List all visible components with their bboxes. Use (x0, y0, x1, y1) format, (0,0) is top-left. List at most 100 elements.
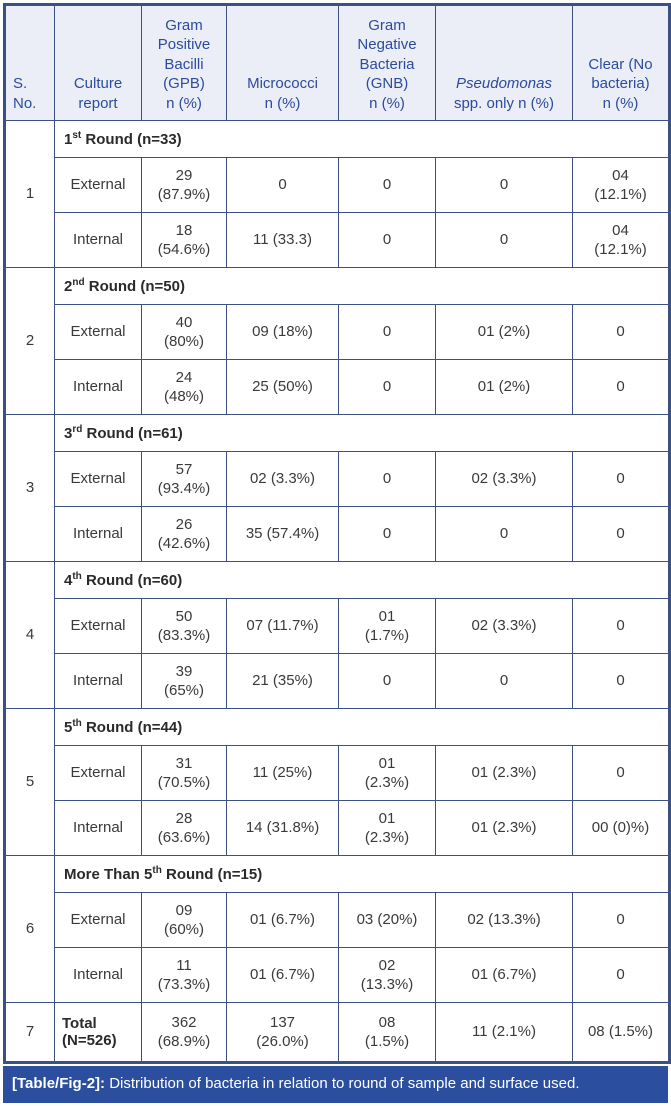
gpb-value: 39 (65%) (141, 653, 227, 709)
round-ordinal: th (72, 571, 82, 582)
gnb-value: 0 (338, 304, 436, 360)
clear-value: 0 (572, 359, 670, 415)
total-row: 7 Total (N=526) 362 (68.9%) 137 (26.0%) … (4, 1002, 670, 1063)
gnb-value: 01 (2.3%) (338, 800, 436, 856)
round-ordinal: rd (72, 424, 83, 435)
surface-label: Internal (54, 359, 142, 415)
round-3-header-row: 3 3rd Round (n=61) (4, 414, 670, 562)
round-title: 3rd Round (n=61) (54, 414, 670, 452)
gpb-value: 09 (60%) (141, 892, 227, 948)
surface-label: External (54, 892, 142, 948)
micrococci-value: 11 (25%) (226, 745, 339, 801)
clear-value: 0 (572, 304, 670, 360)
pseudomonas-value: 02 (13.3%) (435, 892, 573, 948)
col-header-gnb: Gram Negative Bacteria (GNB) n (%) (338, 4, 436, 121)
gpb-value: 26 (42.6%) (141, 506, 227, 562)
table-row: External 40 (80%) 09 (18%) 0 01 (2%) 0 (5, 304, 670, 360)
round-rest: Round (n=50) (84, 278, 185, 295)
col-header-micrococci: Micrococci n (%) (226, 4, 339, 121)
surface-label: External (54, 304, 142, 360)
micrococci-value: 21 (35%) (226, 653, 339, 709)
surface-label: Internal (54, 212, 142, 268)
round-rest: Round (n=60) (81, 572, 183, 589)
table-row: External 09 (60%) 01 (6.7%) 03 (20%) 02 … (5, 892, 670, 948)
micrococci-value: 02 (3.3%) (226, 451, 339, 507)
clear-value: 0 (572, 506, 670, 562)
micrococci-value: 0 (226, 157, 339, 213)
micrococci-value: 01 (6.7%) (226, 947, 339, 1003)
table-row: Internal 28 (63.6%) 14 (31.8%) 01 (2.3%)… (5, 800, 670, 856)
round-ordinal: nd (72, 277, 85, 288)
round-ordinal: th (72, 718, 82, 729)
round-title: 5th Round (n=44) (54, 708, 670, 746)
round-rest: Round (n=33) (81, 131, 182, 148)
gnb-value: 03 (20%) (338, 892, 436, 948)
round-num: 4 (64, 572, 73, 589)
table-row: External 29 (87.9%) 0 0 0 04 (12.1%) (5, 157, 670, 213)
pseudomonas-total: 11 (2.1%) (435, 1002, 573, 1063)
round-4-header-row: 4 4th Round (n=60) (4, 561, 670, 709)
col-header-clear: Clear (No bacteria) n (%) (572, 4, 670, 121)
clear-value: 0 (572, 451, 670, 507)
round-rest: Round (n=61) (82, 425, 183, 442)
table-row: Internal 11 (73.3%) 01 (6.7%) 02 (13.3%)… (5, 947, 670, 1003)
gnb-value: 02 (13.3%) (338, 947, 436, 1003)
bacteria-distribution-table: S. No. Culture report Gram Positive Baci… (3, 3, 671, 1064)
table-row: Internal 18 (54.6%) 11 (33.3) 0 0 04 (12… (5, 212, 670, 268)
sno-cell: 6 (4, 855, 55, 1003)
sno-cell: 7 (4, 1002, 55, 1063)
clear-total: 08 (1.5%) (572, 1002, 670, 1063)
total-label: Total (N=526) (54, 1002, 142, 1063)
gpb-value: 40 (80%) (141, 304, 227, 360)
table-row: Internal 39 (65%) 21 (35%) 0 0 0 (5, 653, 670, 709)
clear-value: 0 (572, 947, 670, 1003)
round-5-header-row: 5 5th Round (n=44) (4, 708, 670, 856)
gnb-value: 0 (338, 157, 436, 213)
micrococci-total: 137 (26.0%) (226, 1002, 339, 1063)
clear-value: 0 (572, 745, 670, 801)
gpb-value: 57 (93.4%) (141, 451, 227, 507)
header-row: S. No. Culture report Gram Positive Baci… (4, 4, 670, 121)
col-header-pseudomonas: Pseudomonas spp. only n (%) (435, 4, 573, 121)
gnb-value: 0 (338, 359, 436, 415)
pseudomonas-value: 01 (2%) (435, 359, 573, 415)
micrococci-value: 07 (11.7%) (226, 598, 339, 654)
gpb-value: 18 (54.6%) (141, 212, 227, 268)
round-title: More Than 5th Round (n=15) (54, 855, 670, 893)
round-pre: More Than (64, 866, 145, 883)
pseudomonas-value: 02 (3.3%) (435, 598, 573, 654)
sno-cell: 2 (4, 267, 55, 415)
surface-label: Internal (54, 506, 142, 562)
surface-label: Internal (54, 653, 142, 709)
round-num: 2 (64, 278, 73, 295)
col-header-culture-report: Culture report (54, 4, 142, 121)
gpb-value: 24 (48%) (141, 359, 227, 415)
gpb-value: 11 (73.3%) (141, 947, 227, 1003)
gpb-value: 31 (70.5%) (141, 745, 227, 801)
micrococci-value: 14 (31.8%) (226, 800, 339, 856)
surface-label: External (54, 598, 142, 654)
pseudomonas-value: 01 (2.3%) (435, 800, 573, 856)
pseudomonas-value: 0 (435, 157, 573, 213)
sno-cell: 1 (4, 120, 55, 268)
micrococci-value: 11 (33.3) (226, 212, 339, 268)
round-num: 3 (64, 425, 73, 442)
micrococci-value: 09 (18%) (226, 304, 339, 360)
clear-value: 0 (572, 892, 670, 948)
caption-tag: [Table/Fig-2]: (12, 1075, 106, 1092)
clear-value: 00 (0)%) (572, 800, 670, 856)
gnb-value: 0 (338, 451, 436, 507)
col-header-sno: S. No. (4, 4, 55, 121)
gnb-total: 08 (1.5%) (338, 1002, 436, 1063)
gnb-value: 0 (338, 653, 436, 709)
pseudomonas-value: 01 (2.3%) (435, 745, 573, 801)
round-num: 5 (64, 719, 73, 736)
gnb-value: 0 (338, 212, 436, 268)
table-caption: [Table/Fig-2]: Distribution of bacteria … (3, 1066, 668, 1103)
sno-cell: 3 (4, 414, 55, 562)
round-2-header-row: 2 2nd Round (n=50) (4, 267, 670, 415)
gnb-value: 01 (1.7%) (338, 598, 436, 654)
round-title: 4th Round (n=60) (54, 561, 670, 599)
round-ordinal: st (72, 130, 82, 141)
table-row: External 50 (83.3%) 07 (11.7%) 01 (1.7%)… (5, 598, 670, 654)
